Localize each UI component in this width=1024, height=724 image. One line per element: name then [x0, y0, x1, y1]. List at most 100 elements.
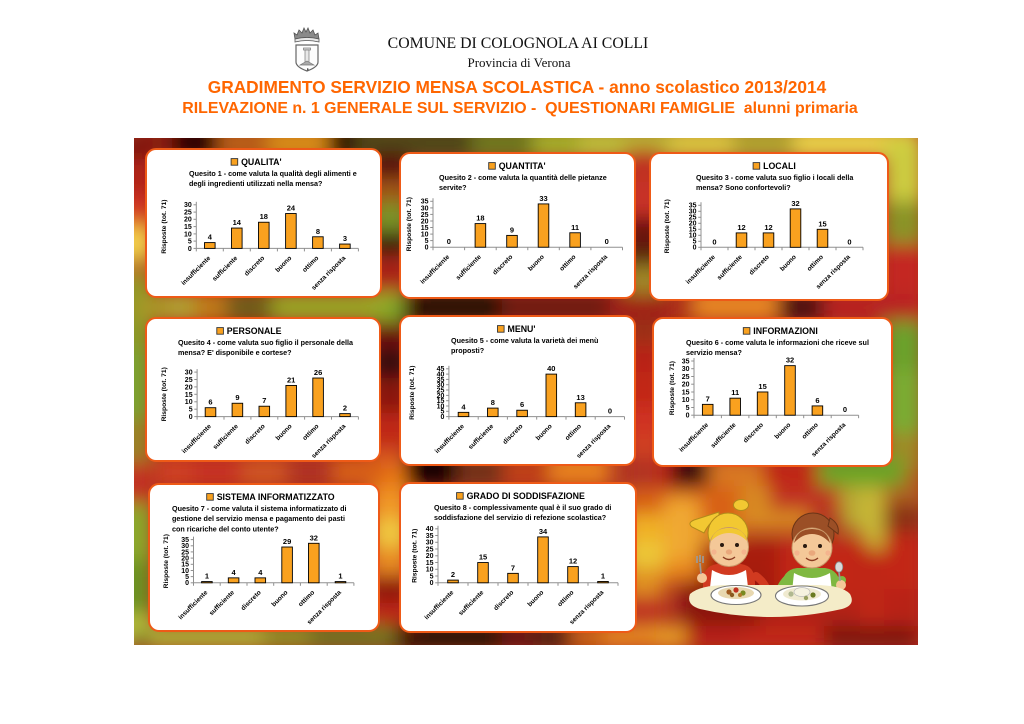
- svg-text:1: 1: [601, 572, 605, 581]
- svg-text:0: 0: [440, 414, 444, 421]
- svg-text:0: 0: [712, 237, 716, 246]
- svg-text:0: 0: [189, 414, 193, 421]
- svg-text:0: 0: [430, 580, 434, 587]
- svg-text:INFORMAZIONI: INFORMAZIONI: [753, 326, 818, 336]
- svg-text:29: 29: [283, 537, 291, 546]
- svg-text:Quesito 5 - come valuta la var: Quesito 5 - come valuta la varietà dei m…: [451, 336, 598, 345]
- svg-text:12: 12: [764, 223, 772, 232]
- svg-text:10: 10: [689, 233, 697, 240]
- svg-text:20: 20: [185, 384, 193, 391]
- svg-text:Quesito 7 - come valuta il sis: Quesito 7 - come valuta il sistema infor…: [172, 504, 347, 513]
- svg-text:Risposte (tot. 71): Risposte (tot. 71): [161, 199, 168, 253]
- svg-text:5: 5: [430, 574, 434, 581]
- svg-text:Risposte (tot. 71): Risposte (tot. 71): [412, 529, 419, 583]
- svg-text:15: 15: [818, 219, 826, 228]
- svg-text:QUANTITA': QUANTITA': [499, 161, 546, 171]
- svg-text:5: 5: [440, 409, 444, 416]
- svg-text:25: 25: [426, 547, 434, 554]
- svg-text:35: 35: [426, 533, 434, 540]
- svg-text:7: 7: [262, 396, 266, 405]
- svg-text:SISTEMA INFORMATIZZATO: SISTEMA INFORMATIZZATO: [217, 492, 335, 502]
- svg-text:GRADO DI SODDISFAZIONE: GRADO DI SODDISFAZIONE: [467, 491, 585, 501]
- svg-text:mensa? Sono confortevoli?: mensa? Sono confortevoli?: [696, 183, 791, 192]
- svg-text:0: 0: [188, 246, 192, 253]
- svg-text:35: 35: [689, 203, 697, 210]
- svg-text:35: 35: [682, 358, 690, 365]
- svg-text:0: 0: [847, 237, 851, 246]
- svg-text:Risposte (tot. 71): Risposte (tot. 71): [161, 367, 168, 421]
- svg-text:15: 15: [426, 560, 434, 567]
- svg-text:25: 25: [421, 212, 429, 219]
- svg-text:25: 25: [181, 549, 189, 556]
- svg-text:10: 10: [682, 397, 690, 404]
- svg-text:25: 25: [682, 374, 690, 381]
- svg-text:LOCALI: LOCALI: [763, 161, 796, 171]
- svg-text:4: 4: [258, 568, 263, 577]
- svg-text:11: 11: [731, 388, 739, 397]
- svg-text:20: 20: [421, 218, 429, 225]
- svg-text:30: 30: [421, 205, 429, 212]
- svg-text:6: 6: [520, 400, 524, 409]
- svg-text:4: 4: [232, 568, 237, 577]
- svg-text:15: 15: [437, 398, 445, 405]
- svg-text:35: 35: [181, 537, 189, 544]
- svg-text:10: 10: [421, 232, 429, 239]
- svg-text:0: 0: [447, 237, 451, 246]
- svg-text:0: 0: [693, 245, 697, 252]
- svg-text:15: 15: [421, 225, 429, 232]
- svg-text:15: 15: [479, 553, 487, 562]
- svg-text:2: 2: [343, 404, 347, 413]
- svg-text:6: 6: [815, 396, 819, 405]
- svg-text:30: 30: [682, 366, 690, 373]
- svg-text:5: 5: [686, 405, 690, 412]
- svg-text:9: 9: [510, 225, 514, 234]
- svg-text:0: 0: [425, 245, 429, 252]
- svg-text:18: 18: [476, 214, 484, 223]
- svg-text:25: 25: [689, 215, 697, 222]
- svg-text:15: 15: [758, 382, 766, 391]
- svg-text:MENU': MENU': [508, 324, 536, 334]
- svg-text:QUALITA': QUALITA': [241, 157, 282, 167]
- svg-text:21: 21: [287, 375, 295, 384]
- svg-text:20: 20: [437, 393, 445, 400]
- svg-text:0: 0: [185, 580, 189, 587]
- svg-text:20: 20: [181, 556, 189, 563]
- svg-text:3: 3: [343, 234, 347, 243]
- svg-text:9: 9: [235, 393, 239, 402]
- svg-text:10: 10: [426, 567, 434, 574]
- svg-text:2: 2: [451, 570, 455, 579]
- svg-text:7: 7: [706, 394, 710, 403]
- svg-text:1: 1: [338, 572, 342, 581]
- svg-text:40: 40: [547, 364, 555, 373]
- svg-text:34: 34: [539, 527, 548, 536]
- svg-text:15: 15: [689, 227, 697, 234]
- svg-text:Quesito 4 - come valuta suo fi: Quesito 4 - come valuta suo figlio il pe…: [178, 338, 354, 347]
- svg-text:8: 8: [491, 398, 495, 407]
- svg-text:25: 25: [184, 210, 192, 217]
- svg-text:30: 30: [181, 543, 189, 550]
- svg-text:45: 45: [437, 366, 445, 373]
- svg-text:degli ingredienti utilizzati n: degli ingredienti utilizzati nella mensa…: [189, 179, 322, 188]
- svg-text:30: 30: [184, 202, 192, 209]
- svg-text:10: 10: [185, 399, 193, 406]
- svg-text:Risposte (tot. 71): Risposte (tot. 71): [669, 361, 676, 415]
- svg-text:35: 35: [421, 199, 429, 206]
- svg-text:5: 5: [693, 239, 697, 246]
- svg-text:13: 13: [576, 393, 584, 402]
- svg-text:con ricariche del conto utente: con ricariche del conto utente?: [172, 524, 279, 533]
- svg-text:Quesito 1 - come valuta la qua: Quesito 1 - come valuta la qualità degli…: [189, 169, 357, 178]
- svg-text:10: 10: [184, 231, 192, 238]
- svg-text:Quesito 8 - complessivamente q: Quesito 8 - complessivamente qual è il s…: [434, 503, 611, 512]
- svg-text:0: 0: [686, 413, 690, 420]
- svg-text:Risposte (tot. 71): Risposte (tot. 71): [664, 199, 671, 253]
- svg-text:12: 12: [569, 557, 577, 566]
- svg-text:25: 25: [437, 387, 445, 394]
- svg-text:20: 20: [426, 553, 434, 560]
- svg-text:20: 20: [689, 221, 697, 228]
- svg-text:15: 15: [185, 392, 193, 399]
- svg-text:32: 32: [310, 533, 318, 542]
- svg-text:10: 10: [181, 568, 189, 575]
- svg-text:15: 15: [181, 562, 189, 569]
- svg-text:40: 40: [437, 372, 445, 379]
- svg-text:proposti?: proposti?: [451, 346, 484, 355]
